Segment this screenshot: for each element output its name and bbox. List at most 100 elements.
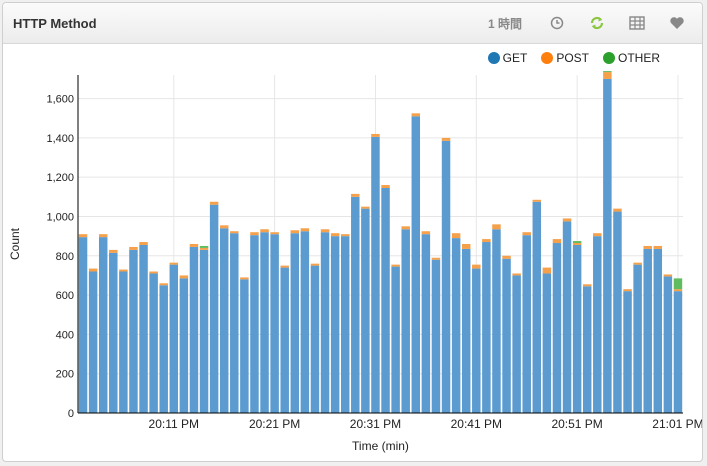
x-tick-label: 20:51 PM — [551, 417, 602, 431]
bar-post — [199, 247, 209, 250]
bar-get — [431, 259, 441, 413]
bar-get — [139, 244, 148, 413]
bar-post — [149, 271, 158, 274]
legend-label-get: GET — [502, 51, 528, 65]
bar-post — [451, 233, 461, 239]
clock-icon[interactable] — [548, 14, 566, 32]
bar-post — [643, 245, 652, 249]
bar-get — [169, 264, 179, 413]
bar-get — [351, 196, 360, 413]
bar-get — [98, 237, 108, 413]
bar-get — [149, 273, 158, 413]
stacked-bar-chart: 0 200 400 600 800 1,000 1,200 1,400 1,600 20:11 P… — [8, 71, 702, 453]
y-axis-title: Count — [8, 227, 22, 260]
bar-post — [330, 233, 340, 237]
heart-icon[interactable] — [668, 14, 686, 32]
bar-post — [673, 289, 683, 292]
bar-post — [653, 245, 663, 249]
bar-get — [240, 279, 249, 413]
refresh-icon[interactable] — [588, 14, 606, 32]
y-tick-label: 600 — [56, 290, 74, 302]
y-tick-label: 1,200 — [46, 172, 74, 184]
y-tick-label: 1,400 — [46, 133, 74, 145]
bar-post — [512, 273, 521, 276]
bar-post — [129, 246, 138, 250]
bar-get — [401, 229, 410, 413]
bar-get — [643, 248, 652, 413]
bar-get — [290, 233, 300, 413]
panel-toolbar: 1 時間 — [488, 14, 686, 32]
x-tick-label: 20:31 PM — [350, 417, 401, 431]
bar-post — [482, 239, 491, 243]
panel-header: HTTP Method 1 時間 — [3, 3, 702, 44]
bar-post — [119, 269, 128, 272]
bar-get — [159, 285, 168, 413]
bar-get — [88, 271, 98, 413]
bar-get — [219, 228, 229, 413]
legend-swatch-other — [603, 52, 615, 64]
bar-post — [492, 224, 501, 230]
bar-post — [582, 284, 592, 287]
bar-get — [582, 286, 592, 413]
bar-get — [209, 204, 219, 413]
bar-get — [593, 236, 602, 413]
bar-get — [522, 235, 531, 413]
bar-post — [411, 113, 421, 117]
y-tick-label: 1,600 — [46, 94, 74, 106]
bar-get — [441, 140, 451, 413]
bar-get — [179, 278, 189, 413]
bar-post — [250, 232, 259, 236]
bar-get — [361, 208, 370, 413]
bar-get — [532, 201, 542, 413]
legend-item-other[interactable]: OTHER — [603, 51, 660, 65]
bar-post — [320, 229, 330, 233]
bar-post — [603, 72, 612, 79]
bar-post — [270, 232, 279, 235]
y-tick-label: 200 — [56, 369, 74, 381]
bar-post — [431, 257, 441, 260]
bar-get — [320, 232, 330, 413]
bar-get — [381, 187, 390, 413]
bar-get — [613, 211, 622, 413]
bar-post — [280, 265, 289, 268]
bar-post — [290, 230, 300, 234]
legend-item-get[interactable]: GET — [487, 51, 528, 65]
bar-get — [78, 237, 88, 413]
bar-post — [542, 267, 552, 274]
bar-get — [189, 246, 199, 413]
bar-post — [88, 268, 98, 272]
bar-post — [159, 283, 168, 286]
bar-post — [179, 275, 189, 279]
bar-post — [532, 199, 542, 202]
bar-get — [472, 268, 481, 413]
bar-get — [542, 273, 552, 413]
bar-post — [139, 242, 148, 245]
legend-item-post[interactable]: POST — [541, 51, 589, 65]
table-icon[interactable] — [628, 14, 646, 32]
bar-post — [361, 206, 370, 209]
x-tick-label: 20:21 PM — [249, 417, 300, 431]
http-method-panel: HTTP Method 1 時間 GET POST — [2, 2, 703, 462]
bar-get — [552, 243, 562, 413]
legend-label-other: OTHER — [618, 51, 660, 65]
bar-post — [340, 234, 350, 237]
time-range-label[interactable]: 1 時間 — [487, 16, 522, 31]
bar-get — [230, 233, 239, 413]
bar-get — [280, 267, 289, 413]
bar-post — [633, 262, 642, 265]
bar-get — [572, 244, 582, 413]
bar-get — [451, 238, 461, 413]
bar-get — [492, 229, 501, 413]
bar-post — [663, 274, 673, 277]
bar-post — [472, 264, 481, 269]
bar-other — [603, 71, 612, 73]
bar-get — [371, 136, 380, 413]
legend-swatch-get — [487, 52, 500, 64]
chart-legend: GET POST OTHER — [474, 51, 660, 65]
bar-get — [129, 249, 138, 413]
bar-post — [502, 255, 511, 259]
bar-get — [391, 266, 400, 413]
bar-post — [391, 264, 400, 267]
bar-post — [209, 201, 219, 205]
legend-label-post: POST — [556, 51, 589, 65]
